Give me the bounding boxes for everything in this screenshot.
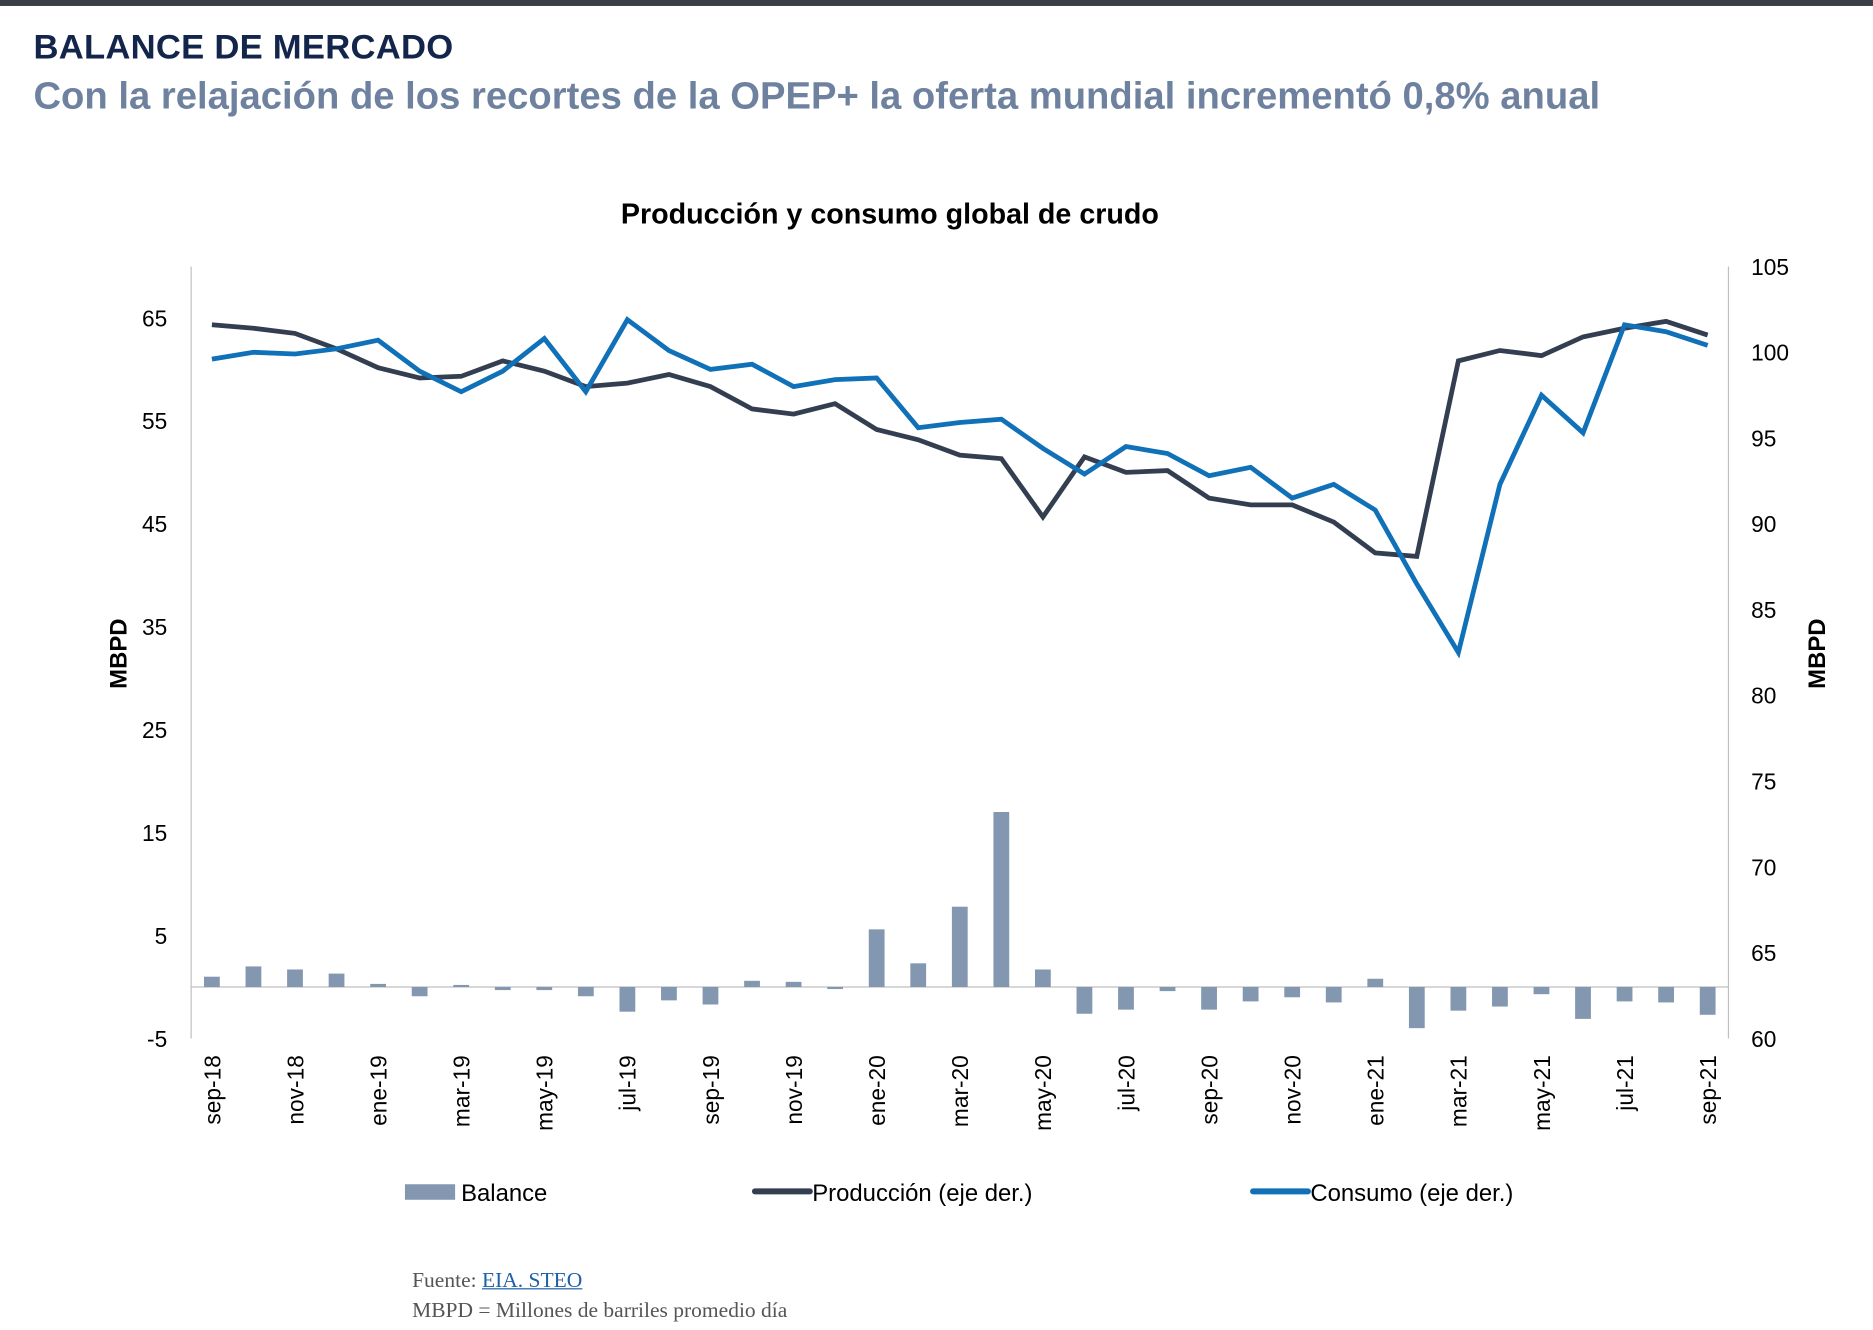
x-tick-label: nov-20	[1280, 1055, 1306, 1124]
balance-bar	[785, 981, 802, 987]
left-tick-label: 15	[142, 820, 167, 846]
balance-bar	[1201, 986, 1217, 1010]
balance-bar	[1408, 986, 1425, 1029]
produccion-line	[211, 318, 1709, 559]
balance-bar	[1034, 969, 1051, 987]
balance-bar	[1533, 986, 1550, 995]
right-tick-label: 70	[1751, 854, 1776, 880]
x-tick-label: ene-21	[1363, 1055, 1389, 1126]
x-tick-label: ene-19	[365, 1055, 391, 1126]
x-tick-label: mar-21	[1446, 1055, 1472, 1127]
balance-bar	[993, 812, 1010, 987]
legend-label-produccion: Producción (eje der.)	[812, 1180, 1032, 1207]
x-tick-label: ene-20	[864, 1055, 890, 1126]
balance-bar	[1367, 978, 1384, 987]
x-tick-label: sep-21	[1695, 1055, 1721, 1124]
balance-bar	[1492, 986, 1508, 1007]
chart-title: Producción y consumo global de crudo	[621, 198, 1159, 230]
balance-bar	[494, 986, 511, 991]
balance-bar	[1616, 986, 1633, 1002]
left-tick-label: 5	[155, 923, 168, 949]
balance-bar	[1325, 986, 1342, 1003]
top-bar	[0, 0, 1873, 6]
balance-bar	[1450, 986, 1467, 1011]
balance-bar	[661, 986, 677, 1001]
left-axis-label: MBPD	[106, 619, 133, 689]
x-tick-label: mar-19	[449, 1055, 475, 1127]
balance-bar	[1284, 986, 1301, 998]
balance-bar	[1699, 986, 1716, 1015]
x-tick-label: sep-19	[698, 1055, 724, 1124]
balance-bar	[536, 986, 553, 991]
balance-bar	[453, 984, 470, 987]
page-title: BALANCE DE MERCADO	[33, 28, 454, 67]
balance-bar	[744, 980, 760, 987]
balance-bar	[1118, 986, 1134, 1010]
legend-label-balance: Balance	[461, 1180, 547, 1207]
legend-label-consumo: Consumo (eje der.)	[1310, 1180, 1513, 1207]
source-link[interactable]: EIA. STEO	[481, 1267, 583, 1292]
page-subtitle: Con la relajación de los recortes de la …	[33, 74, 1601, 118]
left-tick-label: 45	[142, 511, 167, 537]
left-tick-label: 65	[142, 305, 167, 331]
legend: Balance Producción (eje der.) Consumo (e…	[404, 1180, 1513, 1207]
units-note: MBPD = Millones de barriles promedio día	[412, 1297, 788, 1322]
right-tick-label: 95	[1751, 425, 1776, 451]
balance-bar	[245, 966, 262, 987]
consumo-line	[211, 316, 1709, 659]
left-tick-label: 35	[142, 614, 167, 640]
balance-bar	[577, 986, 594, 997]
balance-bar	[370, 983, 386, 987]
balance-bar	[411, 986, 428, 997]
left-tick-label: -5	[147, 1026, 167, 1052]
balance-bar	[868, 929, 885, 987]
x-tick-label: jul-21	[1612, 1055, 1638, 1112]
balance-bar	[619, 986, 636, 1012]
balance-bar	[1242, 986, 1259, 1002]
right-tick-label: 65	[1751, 940, 1776, 966]
x-tick-label: may-19	[532, 1055, 558, 1131]
balance-bar	[702, 986, 719, 1005]
balance-bar	[827, 986, 844, 990]
balance-bar	[951, 906, 968, 987]
right-tick-label: 90	[1751, 511, 1776, 537]
left-tick-label: 25	[142, 717, 167, 743]
balance-bar	[1658, 986, 1675, 1003]
right-tick-label: 75	[1751, 768, 1776, 794]
balance-bar	[1575, 986, 1591, 1019]
x-tick-label: jul-20	[1113, 1055, 1139, 1112]
right-tick-label: 60	[1751, 1026, 1776, 1052]
x-tick-label: nov-18	[282, 1055, 308, 1124]
x-tick-label: jul-19	[615, 1055, 641, 1112]
balance-bar	[204, 976, 220, 987]
x-tick-label: sep-20	[1196, 1055, 1222, 1124]
balance-bar	[287, 969, 303, 987]
x-tick-label: sep-18	[199, 1055, 225, 1124]
balance-bar	[910, 963, 927, 987]
x-tick-label: may-21	[1529, 1055, 1555, 1131]
right-axis-label: MBPD	[1804, 619, 1831, 689]
right-tick-label: 105	[1751, 254, 1789, 280]
right-tick-label: 100	[1751, 340, 1789, 366]
source-note: Fuente: EIA. STEO MBPD = Millones de bar…	[412, 1266, 787, 1326]
balance-bar	[1076, 986, 1093, 1014]
left-tick-label: 55	[142, 408, 167, 434]
x-tick-label: mar-20	[947, 1055, 973, 1127]
legend-swatch-balance	[404, 1184, 456, 1200]
x-tick-label: may-20	[1030, 1055, 1056, 1131]
right-tick-label: 80	[1751, 683, 1776, 709]
right-tick-label: 85	[1751, 597, 1776, 623]
balance-bar	[1159, 986, 1176, 992]
balance-bar	[328, 973, 345, 987]
x-tick-label: nov-19	[781, 1055, 807, 1124]
source-label: Fuente:	[412, 1267, 477, 1292]
